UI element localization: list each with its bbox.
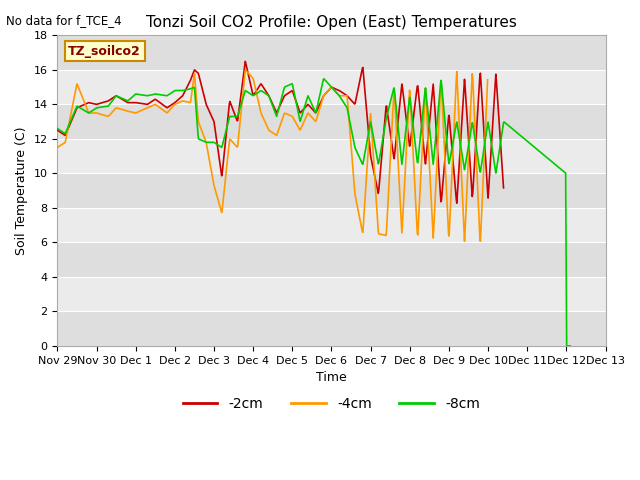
- Title: Tonzi Soil CO2 Profile: Open (East) Temperatures: Tonzi Soil CO2 Profile: Open (East) Temp…: [146, 15, 517, 30]
- Bar: [58, 139, 605, 173]
- Bar: [58, 104, 605, 139]
- Text: No data for f_TCE_4: No data for f_TCE_4: [6, 14, 122, 27]
- Bar: [58, 312, 605, 346]
- Bar: [58, 242, 605, 277]
- Legend: -2cm, -4cm, -8cm: -2cm, -4cm, -8cm: [177, 392, 486, 417]
- X-axis label: Time: Time: [316, 371, 347, 384]
- Bar: [58, 277, 605, 312]
- Bar: [58, 173, 605, 208]
- Bar: [58, 70, 605, 104]
- Bar: [58, 208, 605, 242]
- Text: TZ_soilco2: TZ_soilco2: [68, 45, 141, 58]
- Y-axis label: Soil Temperature (C): Soil Temperature (C): [15, 126, 28, 255]
- Bar: [58, 36, 605, 70]
